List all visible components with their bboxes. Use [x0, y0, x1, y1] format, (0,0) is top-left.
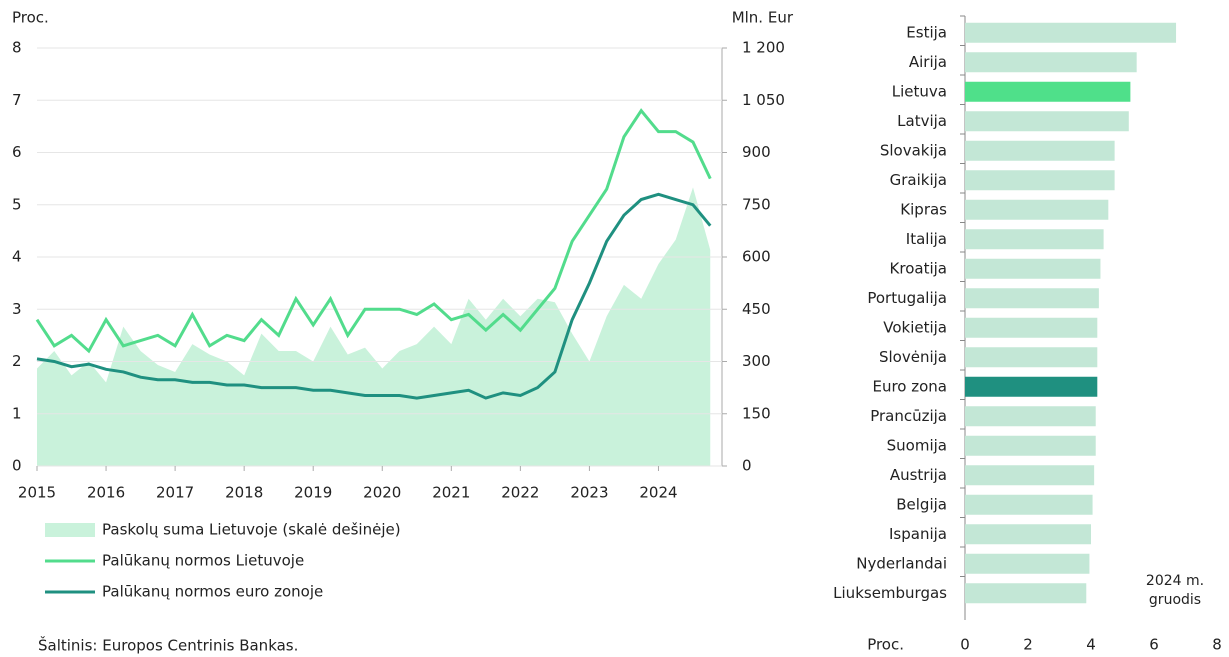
bar — [965, 288, 1099, 309]
bar — [965, 465, 1095, 486]
y-tick-label: Portugalija — [867, 289, 947, 307]
y-tick-label: Latvija — [897, 112, 947, 130]
x-tick-label: 2016 — [87, 484, 125, 502]
bar — [965, 81, 1131, 102]
y-tick-label: Kroatija — [890, 259, 947, 277]
bar — [965, 199, 1109, 220]
y-tick-label: 6 — [12, 143, 22, 161]
bar — [965, 376, 1098, 397]
y-tick-label: 3 — [12, 300, 22, 318]
annotation: gruodis — [1149, 592, 1201, 608]
bar — [965, 317, 1098, 338]
line — [35, 108, 712, 354]
y2-tick-label: 600 — [742, 248, 771, 266]
y-axis-label: Proc. — [12, 9, 49, 27]
bar — [965, 140, 1115, 161]
bar — [965, 435, 1096, 456]
y2-tick-label: 750 — [742, 195, 771, 213]
x-tick-label: 4 — [1086, 636, 1096, 654]
y-tick-label: Vokietija — [883, 318, 947, 336]
y-tick-label: 1 — [12, 404, 22, 422]
y-tick-label: 4 — [12, 248, 22, 266]
bar — [965, 406, 1096, 427]
y-tick-label: Italija — [906, 230, 947, 248]
y2-tick-label: 900 — [742, 143, 771, 161]
bar — [965, 170, 1115, 191]
y2-tick-label: 0 — [742, 457, 752, 475]
bar — [965, 583, 1087, 604]
y-tick-label: Ispanija — [889, 525, 947, 543]
y2-tick-label: 300 — [742, 352, 771, 370]
y-tick-label: Liuksemburgas — [833, 584, 947, 602]
y-tick-label: 2 — [12, 352, 22, 370]
y2-tick-label: 150 — [742, 404, 771, 422]
bar — [965, 494, 1093, 515]
y-tick-label: Graikija — [890, 171, 947, 189]
x-tick-label: 2015 — [18, 484, 56, 502]
x-tick-label: 2 — [1023, 636, 1033, 654]
x-tick-label: 8 — [1212, 636, 1222, 654]
line — [36, 192, 712, 400]
bar — [965, 111, 1129, 132]
x-tick-label: 0 — [960, 636, 970, 654]
legend-label: Palūkanų normos Lietuvoje — [102, 552, 304, 570]
y-tick-label: 5 — [12, 195, 22, 213]
x-tick-label: 2019 — [294, 484, 332, 502]
x-tick-label: 2023 — [570, 484, 608, 502]
y-tick-label: Airija — [909, 53, 947, 71]
x-tick-label: 2018 — [225, 484, 263, 502]
y2-tick-label: 1 200 — [742, 39, 785, 57]
x-tick-label: 2021 — [432, 484, 470, 502]
area — [37, 187, 711, 467]
bar — [965, 258, 1101, 279]
legend-label: Paskolų suma Lietuvoje (skalė dešinėje) — [102, 521, 401, 539]
y-tick-label: Lietuva — [892, 82, 947, 100]
x-tick-label: 2017 — [156, 484, 194, 502]
y2-tick-label: 1 050 — [742, 91, 785, 109]
bar — [965, 229, 1104, 250]
annotation: 2024 m. — [1146, 573, 1204, 589]
bar — [965, 52, 1137, 73]
x-tick-label: 6 — [1149, 636, 1159, 654]
y-tick-label: Estija — [906, 23, 947, 41]
x-axis-label: Proc. — [867, 636, 904, 654]
bar — [965, 553, 1090, 574]
bar — [965, 347, 1098, 368]
y2-axis-label: Mln. Eur — [732, 9, 794, 27]
legend-label: Palūkanų normos euro zonoje — [102, 583, 323, 601]
y-tick-label: Belgija — [896, 495, 947, 513]
bar — [965, 524, 1091, 545]
y-tick-label: Euro zona — [872, 377, 947, 395]
x-tick-label: 2020 — [363, 484, 401, 502]
y-tick-label: Slovėnija — [879, 348, 947, 366]
y-tick-label: 8 — [12, 39, 22, 57]
bar — [965, 22, 1177, 43]
y-tick-label: Prancūzija — [870, 407, 947, 425]
source: Šaltinis: Europos Centrinis Bankas. — [38, 636, 298, 655]
y-tick-label: 0 — [12, 457, 22, 475]
y-tick-label: Suomija — [887, 436, 947, 454]
y-tick-label: Slovakija — [880, 141, 947, 159]
x-tick-label: 2024 — [639, 484, 677, 502]
y2-tick-label: 450 — [742, 300, 771, 318]
y-tick-label: 7 — [12, 91, 22, 109]
y-tick-label: Nyderlandai — [856, 554, 947, 572]
x-tick-label: 2022 — [501, 484, 539, 502]
y-tick-label: Austrija — [890, 466, 947, 484]
y-tick-label: Kipras — [900, 200, 947, 218]
legend-swatch — [45, 523, 95, 537]
